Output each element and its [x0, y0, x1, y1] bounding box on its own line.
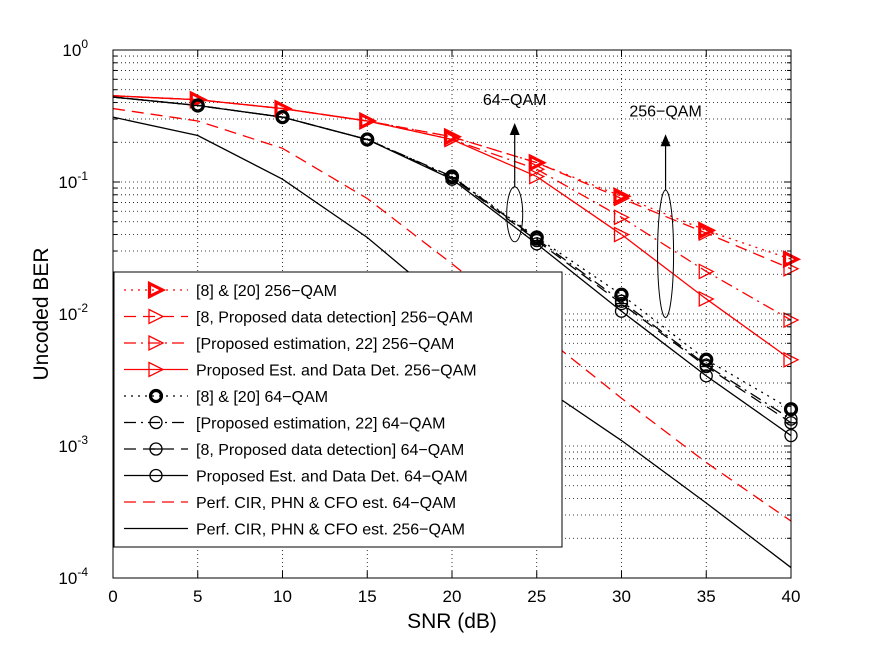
x-tick-label: 5 [193, 587, 202, 606]
legend-label-9: Perf. CIR, PHN & CFO est. 256−QAM [196, 522, 465, 539]
x-tick-label: 25 [527, 587, 546, 606]
legend-label-4: [8] & [20] 64−QAM [196, 389, 328, 406]
series-line-7 [112, 96, 792, 437]
legend-marker-3 [148, 361, 165, 378]
annotation-label-0: 64−QAM [483, 92, 547, 109]
x-tick-label: 0 [108, 587, 117, 606]
series-7-marker [191, 98, 205, 113]
legend-box [113, 271, 563, 548]
legend-marker-0 [147, 280, 167, 300]
series-3-marker [444, 131, 461, 148]
series-3-marker [359, 112, 376, 130]
legend-label-0: [8] & [20] 256−QAM [196, 283, 337, 300]
x-tick-label: 40 [782, 587, 801, 606]
legend-label-3: Proposed Est. and Data Det. 256−QAM [196, 363, 477, 380]
series-1-marker [613, 190, 630, 207]
series-7-marker [360, 132, 374, 147]
legend-label-6: [8, Proposed data detection] 64−QAM [196, 442, 464, 459]
series-7-marker [275, 110, 290, 124]
y-tick-label: 100 [62, 37, 88, 60]
series-7-marker [614, 304, 629, 318]
tick-labels: 0 5 10 15 20 25 30 35 40 10-4 10-3 10-2 10-1 100 [58, 37, 800, 606]
series-4-marker [614, 287, 629, 302]
series-4-marker [699, 352, 714, 367]
annotation-arrow-head-0 [509, 122, 520, 135]
legend-label-2: [Proposed estimation, 22] 256−QAM [196, 336, 454, 353]
x-tick-label: 20 [443, 587, 462, 606]
x-tick-label: 15 [358, 587, 377, 606]
series-1-marker [698, 225, 715, 242]
annotation-arrow-head-1 [660, 134, 671, 147]
legend-label-1: [8, Proposed data detection] 256−QAM [196, 310, 473, 327]
legend-marker-5 [149, 415, 163, 430]
x-axis-label: SNR (dB) [407, 610, 497, 633]
series-line-8 [112, 107, 792, 522]
y-tick-label: 10-1 [58, 169, 88, 192]
legend-marker-1 [148, 308, 165, 325]
series-2-marker [613, 209, 630, 226]
annotation-label-1: 256−QAM [629, 103, 701, 120]
legend-label-8: Perf. CIR, PHN & CFO est. 64−QAM [196, 495, 456, 512]
legend: [8] & [20] 256−QAM [8, Proposed data dete… [113, 271, 563, 548]
legend-label-5: [Proposed estimation, 22] 64−QAM [196, 416, 445, 433]
legend-marker-7 [149, 468, 163, 483]
series-3-marker [190, 91, 207, 108]
legend-label-7: Proposed Est. and Data Det. 64−QAM [196, 469, 468, 486]
series-3-marker [698, 290, 715, 308]
y-tick-label: 10-3 [58, 433, 88, 456]
series-3-marker [613, 226, 630, 243]
annotations: 64−QAM 256−QAM [483, 92, 702, 319]
tick-marks [112, 49, 792, 579]
x-tick-label: 35 [697, 587, 716, 606]
legend-marker-4 [148, 388, 164, 404]
legend-marker-2 [148, 334, 165, 352]
series-7-marker [699, 369, 713, 383]
x-tick-label: 10 [273, 587, 292, 606]
series-2-marker [698, 263, 715, 280]
series-7-marker [445, 172, 459, 186]
y-tick-label: 10-2 [58, 301, 88, 324]
series-7-marker [530, 237, 544, 251]
y-axis-label: Uncoded BER [30, 247, 53, 380]
x-tick-label: 30 [612, 587, 631, 606]
y-tick-label: 10-4 [58, 565, 88, 588]
series-3-marker [529, 168, 546, 185]
